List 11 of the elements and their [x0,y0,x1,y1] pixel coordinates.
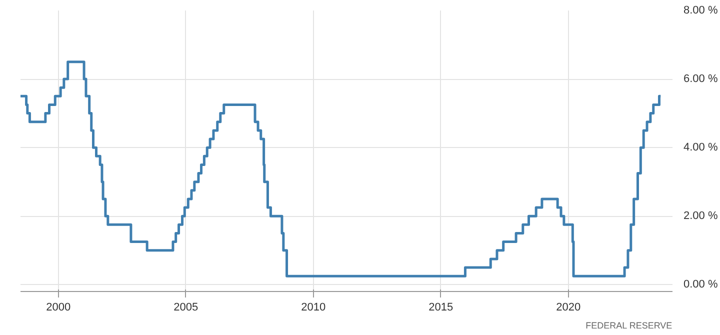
x-tick-label: 2015 [428,302,454,314]
y-tick-label: 8.00 % [684,4,718,16]
x-tick-label: 2020 [556,302,581,314]
text: FEDERAL RESERVE [586,320,672,330]
y-tick-label: 2.00 % [684,210,718,222]
y-tick-label: 6.00 % [684,73,718,86]
x-tick-label: 2010 [301,302,326,314]
y-tick-label: 4.00 % [684,142,718,154]
y-tick-label: 0.00 % [684,278,718,291]
x-tick-label: 2000 [46,302,71,314]
x-tick-label: 2005 [174,302,198,314]
